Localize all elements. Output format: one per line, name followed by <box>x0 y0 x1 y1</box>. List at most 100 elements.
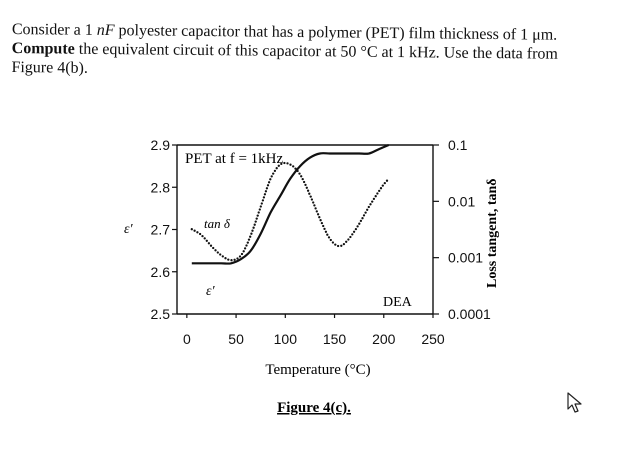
right-tick-label: 0.01 <box>448 193 475 209</box>
tan-delta-dot <box>275 167 278 170</box>
tan-delta-dot <box>326 233 329 236</box>
tan-delta-dot <box>242 250 245 253</box>
tan-delta-dot <box>236 257 239 260</box>
tan-delta-dot <box>240 252 244 256</box>
tan-delta-dot <box>362 214 366 217</box>
tan-delta-dot <box>301 177 304 181</box>
tan-delta-dot <box>366 208 369 211</box>
tan-delta-dot <box>243 247 247 250</box>
tan-delta-dot <box>347 238 350 241</box>
tan-delta-dot <box>203 237 206 240</box>
tan-delta-dot <box>212 246 215 250</box>
tan-delta-dot <box>280 162 283 166</box>
tan-delta-dot <box>264 190 268 193</box>
tan-delta-dot <box>351 233 354 236</box>
x-axis-ticks: 0 50 100 150 200 250 <box>183 314 445 347</box>
tan-delta-dot <box>216 251 219 254</box>
tan-delta-dot <box>254 220 257 223</box>
left-axis-title: ε′ <box>124 222 134 237</box>
left-tick-label: 2.6 <box>151 264 171 280</box>
x-tick-label: 0 <box>183 331 191 347</box>
tan-delta-dot <box>372 197 376 201</box>
tan-delta-dot <box>207 242 211 245</box>
tan-delta-dot <box>327 236 331 239</box>
right-tick-label: 0.001 <box>448 250 483 266</box>
tan-delta-dot <box>378 189 381 193</box>
x-tick-label: 250 <box>421 331 445 347</box>
tan-delta-dot <box>318 216 321 219</box>
tan-delta-dot <box>272 172 275 175</box>
tan-delta-dot <box>219 253 222 256</box>
tan-delta-dot <box>300 175 303 178</box>
tan-delta-dot <box>196 231 199 234</box>
tan-delta-dot <box>267 181 271 184</box>
label-dea: DEA <box>383 295 413 310</box>
tan-delta-dot <box>308 192 311 195</box>
tan-delta-dot <box>383 181 386 185</box>
tan-delta-dot <box>345 240 348 243</box>
tan-delta-dot <box>385 179 389 182</box>
tan-delta-dot <box>310 198 314 201</box>
left-tick-label: 2.7 <box>151 222 171 238</box>
tan-delta-dot <box>309 195 312 198</box>
tan-delta-dot <box>250 232 253 235</box>
tan-delta-dot <box>277 164 280 167</box>
tan-delta-dot <box>376 192 379 195</box>
tan-delta-dot <box>298 172 301 175</box>
tan-delta-dot <box>292 165 295 168</box>
tan-delta-dot <box>193 229 196 232</box>
left-tick-label: 2.9 <box>151 137 171 153</box>
label-tan-delta: tan δ <box>204 216 231 231</box>
left-axis-ticks: 2.5 2.6 2.7 2.8 2.9 <box>151 137 177 322</box>
tan-delta-dot <box>369 203 372 206</box>
tan-delta-dot <box>233 258 236 261</box>
tan-delta-dot <box>201 234 204 238</box>
tan-delta-dot <box>367 205 370 209</box>
label-eps-inline: ε′ <box>206 284 216 299</box>
tan-delta-dot <box>296 169 299 173</box>
tan-delta-dot <box>227 258 230 261</box>
tan-delta-dot <box>358 222 361 225</box>
tan-delta-dot <box>361 217 364 220</box>
figure-caption: Figure 4(c). <box>277 400 351 416</box>
tan-delta-dot <box>224 257 227 260</box>
tan-delta-dot <box>352 230 356 233</box>
tan-delta-dot <box>324 230 328 233</box>
tan-delta-dot <box>251 229 254 232</box>
x-tick-label: 150 <box>323 331 347 347</box>
tan-delta-dot <box>266 184 270 187</box>
x-tick-label: 50 <box>228 331 244 347</box>
tan-delta-dot <box>209 244 213 247</box>
tan-delta-dot <box>312 201 315 204</box>
left-tick-label: 2.8 <box>151 179 171 195</box>
tan-delta-dot <box>273 169 277 173</box>
tan-delta-dot <box>356 225 359 228</box>
tan-delta-dot <box>381 184 384 187</box>
mouse-cursor-icon <box>567 392 582 413</box>
tan-delta-dot <box>260 202 263 205</box>
tan-delta-dot <box>259 205 262 208</box>
tan-delta-dot <box>334 243 337 246</box>
tan-delta-dot <box>354 227 358 231</box>
tan-delta-dot <box>190 228 193 231</box>
annotation-text: PET at f = 1kHz <box>185 151 284 167</box>
tan-delta-dot <box>371 200 374 203</box>
tan-delta-dot <box>313 204 316 207</box>
series-tan-delta-dots <box>190 161 389 262</box>
tan-delta-dot <box>305 186 308 189</box>
left-tick-label: 2.5 <box>151 306 171 322</box>
tan-delta-dot <box>316 213 320 216</box>
tan-delta-dot <box>306 189 310 192</box>
tan-delta-dot <box>269 178 272 181</box>
tan-delta-dot <box>364 211 367 214</box>
tan-delta-dot <box>270 175 273 178</box>
x-tick-label: 100 <box>274 331 298 347</box>
tan-delta-dot <box>255 217 258 220</box>
right-axis-ticks: 0.0001 0.001 0.01 0.1 <box>433 137 491 322</box>
right-tick-label: 0.0001 <box>448 306 491 322</box>
tan-delta-dot <box>322 224 325 228</box>
tan-delta-dot <box>331 241 335 244</box>
tan-delta-dot <box>340 244 343 247</box>
tan-delta-dot <box>214 249 217 252</box>
